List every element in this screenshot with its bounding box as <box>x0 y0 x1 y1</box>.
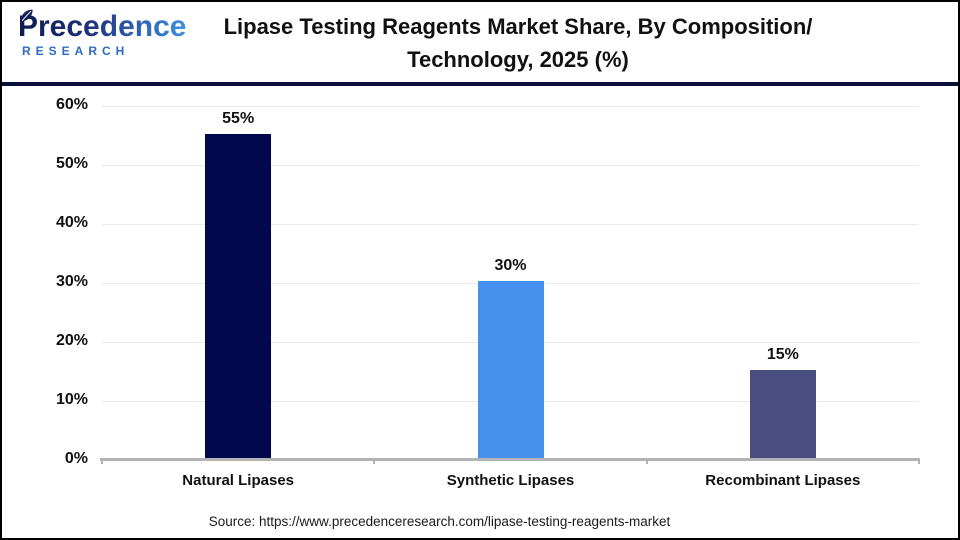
gridline-50 <box>102 165 919 166</box>
gridline-60 <box>102 106 919 107</box>
logo-research-text: RESEARCH <box>22 44 130 58</box>
x-axis-category-label: Synthetic Lipases <box>446 472 575 489</box>
header-divider <box>2 82 958 86</box>
logo-brand-text: Precedence <box>18 10 187 43</box>
x-axis-tick <box>645 458 648 464</box>
bar-recombinant-lipases <box>749 369 816 458</box>
x-axis-line <box>100 458 919 461</box>
y-axis-tick-label: 10% <box>55 391 88 408</box>
precedence-research-logo: Precedence RESEARCH <box>18 9 186 58</box>
y-axis-tick-label: 20% <box>55 332 88 349</box>
chart-title-line2: Technology, 2025 (%) <box>407 47 629 72</box>
chart-title-line1: Lipase Testing Reagents Market Share, By… <box>223 14 813 39</box>
bar-chart: 0% 10% 20% 30% 40% 50% 60% 55% Natural Lipases 30… <box>2 86 958 510</box>
x-axis-tick <box>918 458 920 464</box>
bar-value-label: 15% <box>766 345 799 363</box>
x-axis-category-label: Recombinant Lipases <box>705 472 861 489</box>
source-citation: Source: https://www.precedenceresearch.c… <box>208 514 671 529</box>
leaf-icon <box>21 9 33 22</box>
y-axis-tick-label: 60% <box>55 96 88 113</box>
y-axis-tick-label: 30% <box>55 273 88 290</box>
chart-title: Lipase Testing Reagents Market Share, By… <box>162 10 874 76</box>
y-axis-tick-label: 50% <box>55 155 88 172</box>
bar-value-label: 30% <box>494 257 527 274</box>
bar-synthetic-lipases <box>477 281 544 458</box>
x-axis-tick <box>373 458 376 464</box>
y-axis-tick-label: 40% <box>55 214 88 231</box>
bar-value-label: 55% <box>222 109 255 127</box>
gridline-40 <box>102 224 919 225</box>
x-axis-category-label: Natural Lipases <box>182 472 295 489</box>
y-axis-tick-label: 0% <box>64 450 88 467</box>
bar-natural-lipases <box>205 133 272 458</box>
x-axis-tick <box>101 458 103 464</box>
header: Precedence RESEARCH Lipase Testing Reage… <box>2 2 958 82</box>
